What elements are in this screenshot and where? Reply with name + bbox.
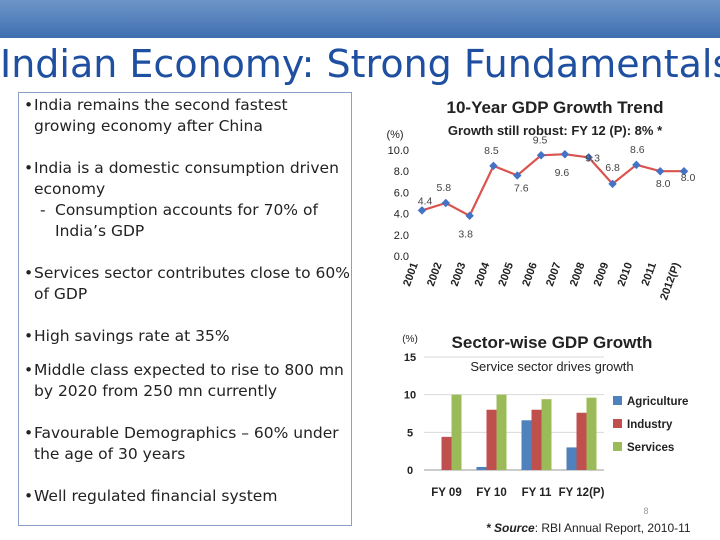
bullet-item: Well regulated financial system	[24, 486, 350, 507]
bar-chart-bar	[451, 394, 462, 470]
line-chart-title: 10-Year GDP Growth Trend	[447, 98, 664, 117]
line-chart-point	[679, 166, 689, 176]
bullet-panel-border	[18, 92, 352, 526]
sub-bullet-item: - Consumption accounts for 70% of India’…	[24, 200, 350, 242]
bar-chart-bar	[521, 420, 532, 470]
bar-chart-bar	[476, 466, 487, 470]
line-chart-data-label: 8.0	[681, 172, 696, 184]
bar-chart-xtick-label: FY 12(P)	[559, 487, 605, 499]
bar-chart-subtitle: Service sector drives growth	[470, 359, 633, 374]
line-chart-xtick-label: 2012(P)	[658, 261, 683, 302]
bar-chart-legend-label: Industry	[627, 419, 673, 431]
bar-chart-bar	[486, 409, 497, 470]
bar-chart-ylabel: (%)	[402, 334, 418, 345]
bar-chart-ytick-label: 15	[404, 352, 416, 364]
bar-chart-bar	[576, 412, 587, 470]
line-chart-xtick-label: 2003	[449, 261, 469, 288]
line-chart-point	[584, 153, 593, 162]
line-chart-data-label: 5.8	[437, 182, 452, 194]
line-chart-point	[632, 160, 641, 170]
line-chart-ytick-label: 10.0	[388, 145, 409, 157]
bullet-item: Services sector contributes close to 60%…	[24, 263, 350, 305]
line-chart-data-label: 6.8	[605, 162, 620, 174]
line-chart-subtitle: Growth still robust: FY 12 (P): 8% *	[448, 123, 663, 138]
source-prefix: * Source	[486, 521, 535, 535]
sub-bullet-text: Consumption accounts for 70% of India’s …	[55, 201, 318, 240]
sub-bullet-dash: -	[40, 201, 46, 219]
bar-chart-ytick-label: 0	[407, 465, 413, 477]
line-chart-data-label: 8.5	[484, 145, 499, 157]
bar-chart-title: Sector-wise GDP Growth	[452, 333, 653, 352]
bar-chart-bar	[531, 409, 542, 470]
line-chart-ytick-label: 6.0	[394, 187, 409, 199]
bar-chart-bar	[496, 394, 507, 470]
line-chart-ytick-label: 2.0	[394, 230, 409, 242]
bar-chart-legend-label: Services	[627, 442, 674, 454]
bullet-list: India remains the second fastest growing…	[24, 95, 350, 507]
line-chart-point	[655, 166, 665, 176]
bullet-item: High savings rate at 35%	[24, 326, 350, 347]
line-chart-xtick-label: 2005	[496, 261, 516, 288]
line-chart-xtick-label: 2011	[640, 261, 659, 288]
line-chart-data-label: 9.6	[555, 167, 570, 179]
bar-chart-bar	[441, 436, 452, 470]
bar-chart-ytick-label: 10	[404, 390, 416, 402]
line-chart-data-label: 9.3	[585, 152, 600, 164]
line-chart-ylabel: (%)	[386, 129, 403, 141]
line-chart-data-label: 9.5	[533, 134, 548, 146]
line-chart-ytick-label: 0.0	[394, 251, 409, 263]
bullet-item: Middle class expected to rise to 800 mn …	[24, 360, 350, 402]
page-number: 8	[643, 506, 648, 516]
line-chart-point	[417, 206, 427, 215]
line-chart-xtick-label: 2002	[425, 261, 445, 288]
line-chart-point	[465, 211, 474, 220]
bar-chart-legend-swatch	[613, 419, 622, 428]
line-chart-xtick-label: 2006	[520, 261, 540, 288]
line-chart-xtick-label: 2007	[544, 261, 564, 288]
line-chart-point	[489, 161, 498, 171]
source-text: : RBI Annual Report, 2010-11	[535, 521, 691, 535]
bar-chart-bar	[586, 397, 597, 470]
line-chart-data-label: 4.4	[418, 195, 433, 207]
line-chart-ytick-label: 4.0	[394, 209, 409, 221]
line-chart-point	[441, 198, 451, 208]
line-chart-data-label: 8.0	[656, 178, 671, 190]
line-chart-data-label: 3.8	[458, 229, 473, 241]
line-chart-xtick-label: 2010	[616, 261, 636, 288]
bar-chart-legend-swatch	[613, 442, 622, 451]
line-chart-series-line	[421, 153, 684, 218]
bullet-item: India is a domestic consumption driven e…	[24, 158, 350, 200]
line-chart-data-label: 7.6	[514, 182, 529, 194]
bullet-item: Favourable Demographics – 60% under the …	[24, 423, 350, 465]
bar-chart-legend-swatch	[613, 396, 622, 405]
header-bar	[0, 0, 720, 38]
line-chart-xtick-label: 2008	[568, 261, 588, 288]
line-chart-xtick-label: 2001	[401, 261, 421, 288]
source-note: * Source: RBI Annual Report, 2010-11	[486, 521, 691, 535]
line-chart-point	[536, 151, 546, 160]
line-chart-xtick-label: 2004	[473, 260, 493, 288]
line-chart-ytick-label: 8.0	[394, 166, 409, 178]
line-chart-point	[560, 149, 570, 159]
bar-chart-xtick-label: FY 11	[522, 487, 552, 499]
line-chart-data-label: 8.6	[630, 144, 645, 156]
bar-chart-xtick-label: FY 10	[476, 487, 506, 499]
line-chart-xtick-label: 2009	[592, 261, 612, 288]
bar-chart-ytick-label: 5	[407, 427, 413, 439]
bar-chart-bar	[566, 447, 577, 470]
line-chart-point	[513, 171, 522, 180]
slide-title: Indian Economy: Strong Fundamentals	[0, 42, 720, 86]
bar-chart-bar	[541, 399, 552, 470]
line-chart-point	[608, 179, 617, 189]
bullet-item: India remains the second fastest growing…	[24, 95, 350, 137]
bar-chart-xtick-label: FY 09	[431, 487, 461, 499]
bar-chart-legend-label: Agriculture	[627, 396, 688, 408]
